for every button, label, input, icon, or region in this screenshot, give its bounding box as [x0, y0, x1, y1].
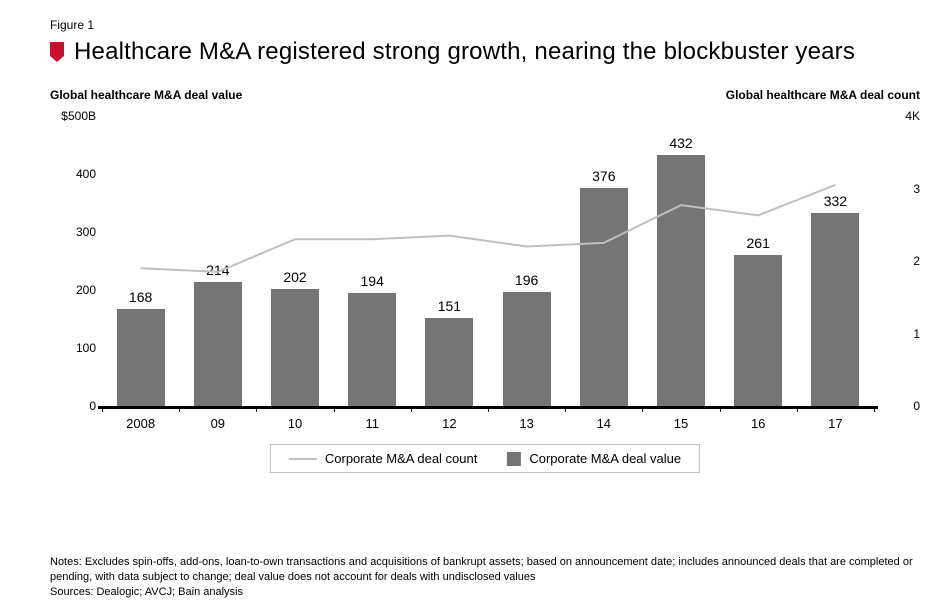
bar-value-label: 194 [361, 273, 384, 289]
bar-value-label: 151 [438, 298, 461, 314]
bar [811, 213, 859, 406]
y-left-tick-label: 300 [50, 225, 96, 239]
left-axis-title: Global healthcare M&A deal value [50, 88, 242, 102]
bar-value-label: 261 [747, 235, 770, 251]
x-category-label: 14 [597, 416, 611, 431]
bar [271, 289, 319, 406]
x-tick [256, 406, 257, 412]
notes-text: Notes: Excludes spin-offs, add-ons, loan… [50, 555, 920, 585]
bar-value-label: 432 [669, 135, 692, 151]
chart-wrapper: Global healthcare M&A deal value Global … [50, 88, 920, 488]
bar-value-label: 196 [515, 272, 538, 288]
legend-item-line: Corporate M&A deal count [289, 451, 477, 466]
bar-value-label: 376 [592, 168, 615, 184]
x-tick [720, 406, 721, 412]
bar [425, 318, 473, 406]
x-category-label: 2008 [126, 416, 155, 431]
bar [503, 292, 551, 406]
x-category-label: 13 [519, 416, 533, 431]
x-tick [334, 406, 335, 412]
y-left-tick-label: 200 [50, 283, 96, 297]
x-tick [642, 406, 643, 412]
bar [117, 309, 165, 406]
x-tick [874, 406, 875, 412]
x-category-label: 17 [828, 416, 842, 431]
bar [657, 155, 705, 406]
bar [734, 255, 782, 406]
x-category-label: 11 [365, 416, 379, 431]
bar [348, 293, 396, 406]
x-tick [797, 406, 798, 412]
plot-area: 168 214 202 194 151 196 376 432 261 332 [102, 116, 874, 406]
title-row: Healthcare M&A registered strong growth,… [50, 38, 920, 66]
bar-value-label: 202 [283, 269, 306, 285]
x-tick [411, 406, 412, 412]
bar-value-label: 168 [129, 289, 152, 305]
x-tick [179, 406, 180, 412]
y-left-tick-label: 400 [50, 167, 96, 181]
x-category-label: 16 [751, 416, 765, 431]
bar-value-label: 332 [824, 193, 847, 209]
x-category-label: 12 [442, 416, 456, 431]
legend-line-label: Corporate M&A deal count [325, 451, 477, 466]
legend: Corporate M&A deal count Corporate M&A d… [270, 444, 700, 473]
y-right-tick-label: 0 [913, 399, 920, 413]
bar [194, 282, 242, 406]
bar-value-label: 214 [206, 262, 229, 278]
y-left-tick-label: $500B [50, 109, 96, 123]
x-tick [565, 406, 566, 412]
y-left-tick-label: 0 [50, 399, 96, 413]
y-left-tick-label: 100 [50, 341, 96, 355]
notes-block: Notes: Excludes spin-offs, add-ons, loan… [50, 555, 920, 600]
legend-bar-swatch [507, 452, 521, 466]
y-right-tick-label: 2 [913, 254, 920, 268]
y-right-tick-label: 1 [913, 327, 920, 341]
chart-title: Healthcare M&A registered strong growth,… [74, 38, 855, 66]
x-tick [102, 406, 103, 412]
x-category-label: 09 [211, 416, 225, 431]
legend-line-swatch [289, 458, 317, 460]
x-category-label: 15 [674, 416, 688, 431]
title-marker-icon [50, 42, 64, 62]
bar [580, 188, 628, 406]
right-axis-title: Global healthcare M&A deal count [726, 88, 920, 102]
y-right-tick-label: 3 [913, 182, 920, 196]
sources-text: Sources: Dealogic; AVCJ; Bain analysis [50, 585, 920, 600]
x-tick [488, 406, 489, 412]
legend-item-bar: Corporate M&A deal value [507, 451, 681, 466]
y-right-tick-label: 4K [905, 109, 920, 123]
x-category-label: 10 [288, 416, 302, 431]
legend-bar-label: Corporate M&A deal value [529, 451, 681, 466]
figure-number: Figure 1 [50, 18, 920, 32]
